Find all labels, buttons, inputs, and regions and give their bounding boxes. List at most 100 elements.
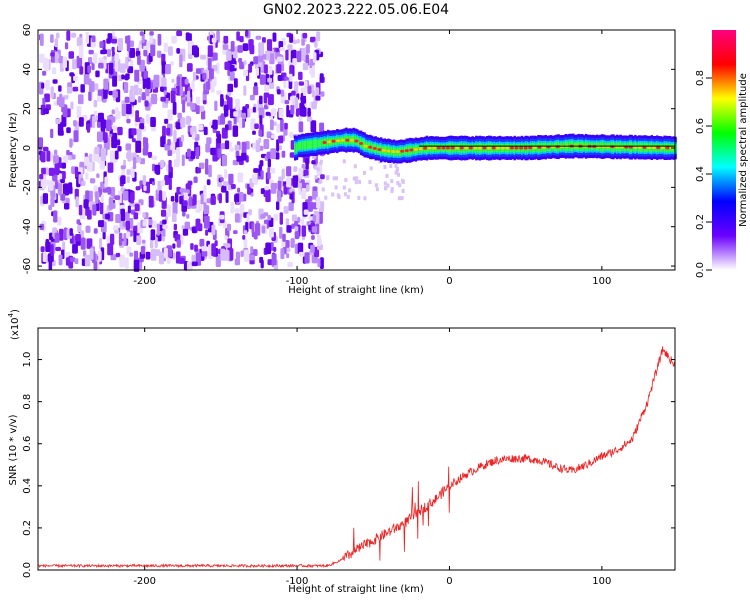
noise-cell xyxy=(205,229,209,236)
noise-cell xyxy=(80,230,85,238)
noise-cell xyxy=(318,180,322,185)
colorbar-tick-label: 0.4 xyxy=(695,166,706,182)
noise-cell xyxy=(45,241,51,252)
noise-cell xyxy=(150,229,156,241)
y-tick-label: 0.6 xyxy=(22,436,33,452)
noise-cell xyxy=(171,78,175,83)
noise-cell xyxy=(239,61,245,70)
noise-cell xyxy=(280,118,284,132)
x-tick-label: 100 xyxy=(592,576,611,587)
noise-cell xyxy=(245,141,250,150)
noise-cell xyxy=(68,155,73,161)
noise-cell xyxy=(253,86,259,96)
noise-cell xyxy=(157,33,162,46)
noise-cell xyxy=(126,40,131,52)
noise-cell xyxy=(143,70,149,79)
noise-cell xyxy=(111,109,115,115)
noise-cell xyxy=(42,252,47,262)
noise-cell xyxy=(354,180,358,185)
noise-cell xyxy=(272,32,277,42)
noise-cell xyxy=(215,254,221,267)
noise-cell xyxy=(145,181,150,194)
noise-cell xyxy=(38,138,43,151)
noise-cell xyxy=(190,127,194,135)
noise-cell xyxy=(143,50,148,57)
noise-cell xyxy=(229,71,235,81)
spectrogram-frame xyxy=(37,29,676,271)
noise-cell xyxy=(263,139,270,149)
noise-cell xyxy=(117,146,122,152)
signal-peak xyxy=(482,146,487,150)
noise-cell xyxy=(126,231,131,238)
noise-cell xyxy=(235,98,240,111)
noise-cell xyxy=(55,181,59,190)
noise-cell xyxy=(179,188,186,193)
noise-cell xyxy=(55,246,61,252)
noise-cell xyxy=(191,261,198,267)
noise-cell xyxy=(71,32,77,38)
noise-cell xyxy=(175,158,181,163)
noise-cell xyxy=(42,193,48,204)
noise-cell xyxy=(301,47,307,61)
noise-cell xyxy=(99,201,104,215)
noise-cell xyxy=(398,183,402,188)
noise-cell xyxy=(137,96,142,103)
noise-cell xyxy=(250,94,255,101)
noise-cell xyxy=(277,190,282,202)
noise-cell xyxy=(73,130,79,143)
noise-cell xyxy=(259,115,263,125)
noise-cell xyxy=(50,197,55,207)
noise-cell xyxy=(78,117,84,127)
noise-cell xyxy=(298,251,305,257)
noise-cell xyxy=(326,175,330,180)
noise-cell xyxy=(258,42,265,56)
snr-y-multiplier: (x104) xyxy=(7,309,21,340)
noise-cell xyxy=(248,254,255,261)
noise-cell xyxy=(172,243,176,249)
noise-cell xyxy=(51,67,57,75)
noise-cell xyxy=(287,44,293,51)
noise-cell xyxy=(40,151,46,163)
noise-cell xyxy=(266,131,272,139)
noise-cell xyxy=(294,226,299,232)
noise-cell xyxy=(161,61,166,74)
noise-cell xyxy=(166,204,171,217)
noise-cell xyxy=(390,187,394,191)
noise-cell xyxy=(184,221,190,230)
noise-cell xyxy=(224,169,228,179)
noise-cell xyxy=(271,134,276,139)
x-tick-label: 100 xyxy=(592,276,611,287)
noise-cell xyxy=(314,40,318,48)
noise-cell xyxy=(43,179,50,186)
noise-cell xyxy=(99,41,104,48)
signal-peak xyxy=(395,150,400,154)
noise-cell xyxy=(363,196,367,201)
noise-cell xyxy=(52,79,58,84)
noise-cell xyxy=(259,95,263,105)
noise-cell xyxy=(210,195,216,205)
noise-cell xyxy=(190,103,196,111)
noise-cell xyxy=(148,218,153,226)
noise-cell xyxy=(147,151,153,158)
noise-cell xyxy=(96,173,100,178)
noise-cell xyxy=(284,76,289,81)
signal-peak xyxy=(459,146,464,150)
noise-cell xyxy=(88,49,94,55)
noise-cell xyxy=(197,167,201,174)
noise-cell xyxy=(107,33,113,42)
noise-cell xyxy=(191,80,195,92)
noise-cell xyxy=(296,50,302,63)
noise-cell xyxy=(357,195,361,200)
signal-peak xyxy=(496,146,501,150)
noise-cell xyxy=(229,64,235,72)
signal-cell xyxy=(303,141,306,150)
noise-cell xyxy=(166,256,171,264)
noise-cell xyxy=(50,86,54,99)
noise-cell xyxy=(85,172,89,180)
noise-cell xyxy=(88,91,92,101)
noise-cell xyxy=(187,148,191,157)
signal-peak xyxy=(464,146,469,150)
noise-cell xyxy=(245,221,249,233)
signal-cell xyxy=(301,141,304,150)
